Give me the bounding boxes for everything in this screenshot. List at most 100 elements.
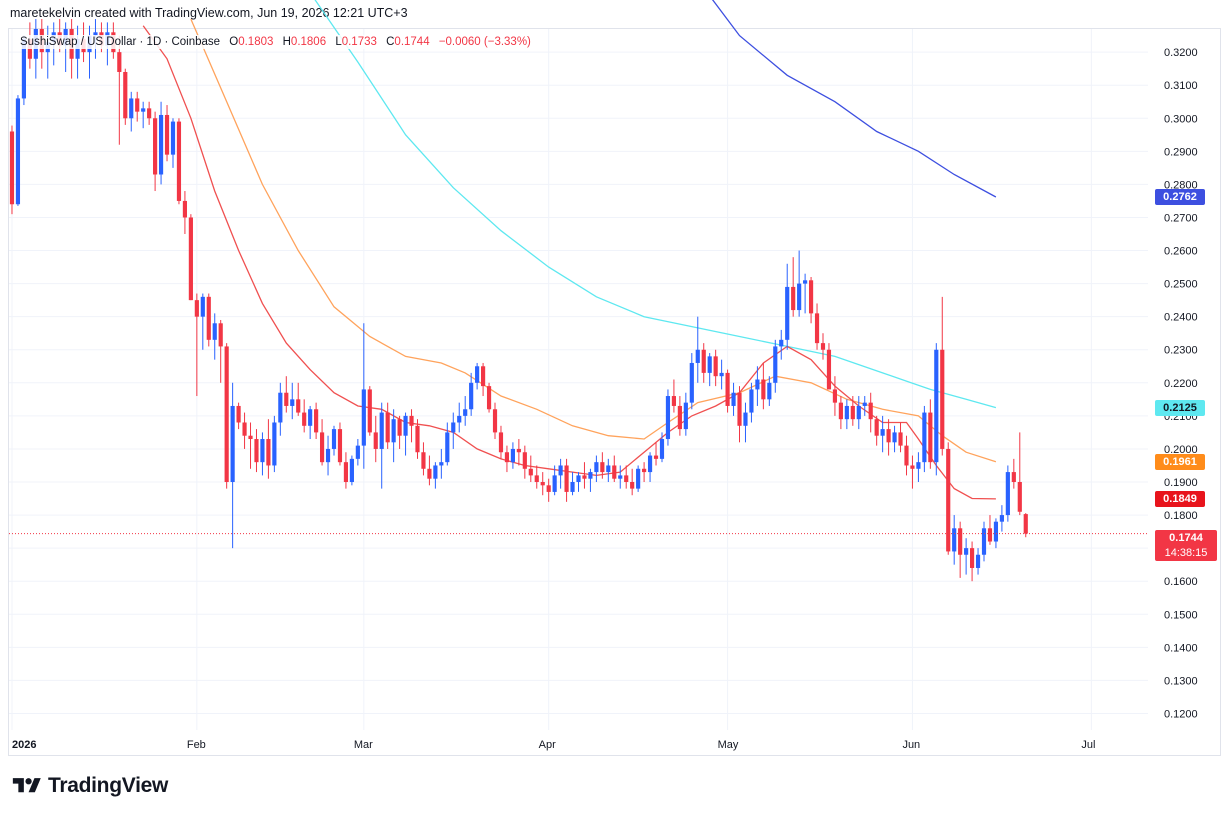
- candle-body: [814, 313, 820, 344]
- candle-body: [445, 432, 450, 463]
- candle-body: [797, 283, 802, 311]
- candle-body: [230, 405, 235, 483]
- candle-body: [594, 462, 599, 473]
- low-label: L: [335, 36, 342, 48]
- candle-body: [922, 412, 927, 463]
- candle-body: [433, 465, 438, 479]
- candle-body: [808, 280, 814, 314]
- candle-body: [439, 462, 444, 466]
- tradingview-logo-icon: [12, 778, 41, 793]
- candle-body: [135, 98, 140, 112]
- low-value: 0.1733: [341, 36, 377, 48]
- candle-body: [385, 412, 390, 443]
- candle-body: [9, 131, 15, 205]
- candle-body: [659, 439, 665, 459]
- candle-body: [993, 521, 999, 542]
- candle-body: [486, 386, 492, 410]
- candle-body: [844, 405, 849, 420]
- candle-body: [194, 300, 199, 317]
- candle-layer: [9, 19, 1028, 582]
- ma-cyan-price-label: 0.2125: [1155, 399, 1205, 416]
- candle-body: [803, 280, 808, 284]
- candle-body: [170, 121, 176, 155]
- candle-body: [391, 419, 396, 443]
- candle-body: [367, 389, 372, 433]
- candle-body: [355, 445, 360, 459]
- candle-body: [504, 452, 510, 463]
- candle-body: [576, 475, 581, 483]
- candle-body: [999, 515, 1004, 522]
- candle-body: [892, 432, 897, 443]
- candle-body: [141, 108, 146, 112]
- candle-body: [665, 396, 671, 440]
- candle-body: [820, 343, 826, 350]
- candle-body: [910, 465, 915, 469]
- candle-body: [564, 465, 569, 492]
- candle-body: [236, 405, 241, 423]
- candle-body: [880, 429, 885, 436]
- candle-body: [934, 349, 939, 463]
- y-tick-label: 0.1200: [1164, 708, 1198, 720]
- candle-body: [618, 475, 623, 479]
- open-label: O: [229, 36, 239, 48]
- open-value: 0.1803: [238, 36, 274, 48]
- candle-body: [1011, 472, 1016, 483]
- candle-body: [284, 392, 289, 406]
- candle-body: [361, 389, 366, 446]
- candle-body: [373, 432, 378, 449]
- candle-body: [785, 286, 790, 340]
- candle-body: [451, 422, 456, 433]
- close-value: 0.1744: [394, 36, 430, 48]
- candle-body: [916, 462, 921, 469]
- candle-body: [117, 52, 122, 72]
- candle-body: [683, 402, 688, 430]
- y-tick-label: 0.2200: [1164, 378, 1198, 390]
- candle-body: [123, 71, 128, 119]
- x-tick-label: Apr: [539, 739, 556, 751]
- y-tick-label: 0.1800: [1164, 510, 1198, 522]
- candle-body: [898, 432, 903, 446]
- candle-body: [928, 412, 933, 463]
- x-tick-label: 2026: [12, 739, 36, 751]
- candle-body: [588, 472, 593, 479]
- candle-body: [278, 392, 283, 423]
- candle-body: [290, 399, 295, 406]
- candle-body: [1005, 472, 1010, 516]
- candle-body: [242, 422, 247, 436]
- candle-body: [248, 435, 253, 440]
- candle-body: [791, 286, 796, 311]
- x-tick-label: Feb: [187, 739, 206, 751]
- ma-red-price-label: 0.1849: [1155, 490, 1205, 507]
- candle-body: [206, 296, 211, 340]
- candle-body: [743, 412, 748, 426]
- candle-body: [463, 409, 468, 416]
- candle-body: [266, 439, 271, 466]
- candle-body: [272, 422, 277, 466]
- candle-body: [832, 389, 838, 403]
- candle-body: [606, 465, 611, 473]
- moving-average-line: [190, 18, 997, 463]
- candle-body: [337, 429, 343, 463]
- tradingview-logo[interactable]: TradingView: [12, 774, 168, 798]
- candle-body: [940, 349, 945, 449]
- candle-body: [671, 396, 677, 406]
- candle-body: [773, 346, 778, 383]
- candle-body: [492, 409, 498, 433]
- candle-body: [737, 392, 742, 426]
- close-label: C: [386, 36, 395, 48]
- high-value: 0.1806: [290, 36, 327, 48]
- candle-body: [296, 399, 301, 413]
- x-tick-label: Mar: [354, 739, 373, 751]
- y-tick-label: 0.2900: [1164, 146, 1198, 158]
- candle-body: [415, 425, 420, 453]
- candle-body: [719, 372, 724, 377]
- candle-body: [319, 432, 325, 463]
- candle-body: [946, 448, 951, 552]
- candle-body: [540, 482, 545, 486]
- y-tick-label: 0.2700: [1164, 212, 1198, 224]
- candle-body: [93, 32, 98, 36]
- candle-body: [856, 405, 861, 420]
- candle-body: [826, 349, 832, 390]
- x-tick-label: Jul: [1081, 739, 1095, 751]
